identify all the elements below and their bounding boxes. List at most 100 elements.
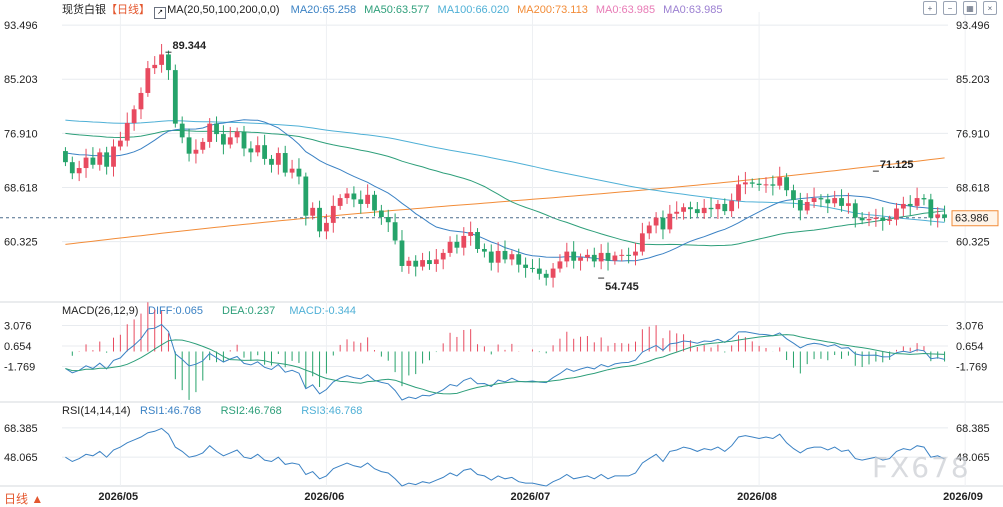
zoom-out-icon[interactable]: − xyxy=(943,1,957,15)
candle-body xyxy=(633,251,638,256)
candle-body xyxy=(392,222,398,241)
candle-body xyxy=(488,251,494,263)
candle-body xyxy=(578,257,583,261)
candle-body xyxy=(172,70,178,124)
candle-body xyxy=(701,207,707,214)
candle-body xyxy=(543,273,549,278)
candle-body xyxy=(763,184,769,186)
candle-body xyxy=(427,260,432,265)
candle-body xyxy=(516,254,522,265)
candle-body xyxy=(742,182,748,185)
chart-header: 现货白银【日线】 ↗ MA(20,50,100,200,0,0) MA20:65.… xyxy=(62,1,723,19)
candle-body xyxy=(83,157,89,169)
candle-body xyxy=(214,123,219,135)
candle-body xyxy=(241,131,247,149)
ma-value-3: MA200:73.113 xyxy=(517,4,588,16)
candle-body xyxy=(598,252,604,262)
candle-body xyxy=(557,261,563,269)
candle-body xyxy=(447,241,453,253)
y-tick-label-right: 76.910 xyxy=(956,128,990,140)
candle-body xyxy=(337,198,343,206)
rsi-line xyxy=(65,427,945,487)
candle-body xyxy=(708,207,714,210)
candle-body xyxy=(591,254,597,262)
y-tick-label-right: 48.065 xyxy=(956,452,990,464)
candle-body xyxy=(365,194,371,204)
candle-body xyxy=(914,198,920,206)
candle-body xyxy=(111,146,116,167)
y-tick-label-right: 85.203 xyxy=(956,74,990,86)
x-tick-label: 2026/05 xyxy=(98,491,138,503)
candle-body xyxy=(420,260,425,267)
candle-body xyxy=(722,203,728,212)
candle-body xyxy=(777,177,783,186)
candle-body xyxy=(289,168,295,173)
candle-body xyxy=(681,207,686,212)
candle-body xyxy=(207,123,213,142)
diff-line xyxy=(65,323,945,401)
candle-body xyxy=(310,207,316,216)
macd-title: MACD(26,12,9) xyxy=(62,305,138,317)
candle-body xyxy=(269,158,274,165)
candle-body xyxy=(166,54,171,71)
candle-body xyxy=(200,141,206,150)
candle-body xyxy=(694,209,700,214)
candle-body xyxy=(454,241,460,248)
candle-body xyxy=(715,203,721,210)
period-toggle[interactable]: 日线 ▲ xyxy=(4,492,44,506)
candle-body xyxy=(873,217,879,219)
candle-body xyxy=(193,149,199,154)
annotation-label: 54.745 xyxy=(605,281,639,293)
ma-value-4: MA0:63.985 xyxy=(595,4,656,16)
candle-body xyxy=(626,254,632,256)
candle-body xyxy=(76,168,82,174)
candle-body xyxy=(262,145,268,159)
symbol-title: 现货白银 xyxy=(62,4,106,16)
layout-icon[interactable]: ▦ xyxy=(963,1,977,15)
x-tick-label: 2026/07 xyxy=(510,491,550,503)
candle-body xyxy=(330,205,336,223)
candle-body xyxy=(481,248,487,252)
y-tick-label-left: 3.076 xyxy=(4,321,32,333)
candle-body xyxy=(406,260,412,266)
candle-body xyxy=(296,168,302,177)
close-icon[interactable]: × xyxy=(983,1,997,15)
y-tick-label-right: 3.076 xyxy=(956,321,984,333)
y-tick-label-right: 68.385 xyxy=(956,423,990,435)
candle-body xyxy=(907,203,913,206)
candle-body xyxy=(317,207,322,232)
candle-body xyxy=(921,198,927,200)
ma200-line xyxy=(65,157,945,245)
candle-body xyxy=(736,184,741,201)
y-tick-label-right: 60.325 xyxy=(956,237,990,249)
y-tick-label-left: 68.618 xyxy=(4,183,38,195)
candle-body xyxy=(324,222,329,232)
rsi-legend-1: RSI2:46.768 xyxy=(221,405,282,417)
candle-body xyxy=(385,217,391,223)
candle-body xyxy=(530,267,535,269)
price-panel: 89.344 54.745 71.125 xyxy=(0,40,948,293)
candle-body xyxy=(674,211,680,214)
candle-body xyxy=(832,198,838,204)
macd-legend-2: MACD:-0.344 xyxy=(289,305,356,317)
candle-body xyxy=(749,182,755,184)
zoom-in-icon[interactable]: + xyxy=(923,1,937,15)
ma-settings-icon[interactable]: ↗ xyxy=(154,7,167,19)
x-tick-label: 2026/06 xyxy=(304,491,344,503)
candle-body xyxy=(413,260,419,267)
candle-body xyxy=(495,250,501,263)
candle-body xyxy=(117,140,123,147)
candle-body xyxy=(468,232,474,236)
candle-body xyxy=(612,255,618,261)
candle-body xyxy=(440,252,446,260)
candle-body xyxy=(770,184,776,186)
candle-body xyxy=(811,198,817,202)
candle-body xyxy=(791,190,796,201)
candle-body xyxy=(502,250,508,260)
candle-body xyxy=(797,200,803,211)
candlesticks xyxy=(63,43,947,288)
y-tick-label-left: 0.654 xyxy=(4,341,32,353)
candle-body xyxy=(90,157,96,165)
ma-value-2: MA100:66.020 xyxy=(437,4,510,16)
candle-body xyxy=(358,199,364,204)
